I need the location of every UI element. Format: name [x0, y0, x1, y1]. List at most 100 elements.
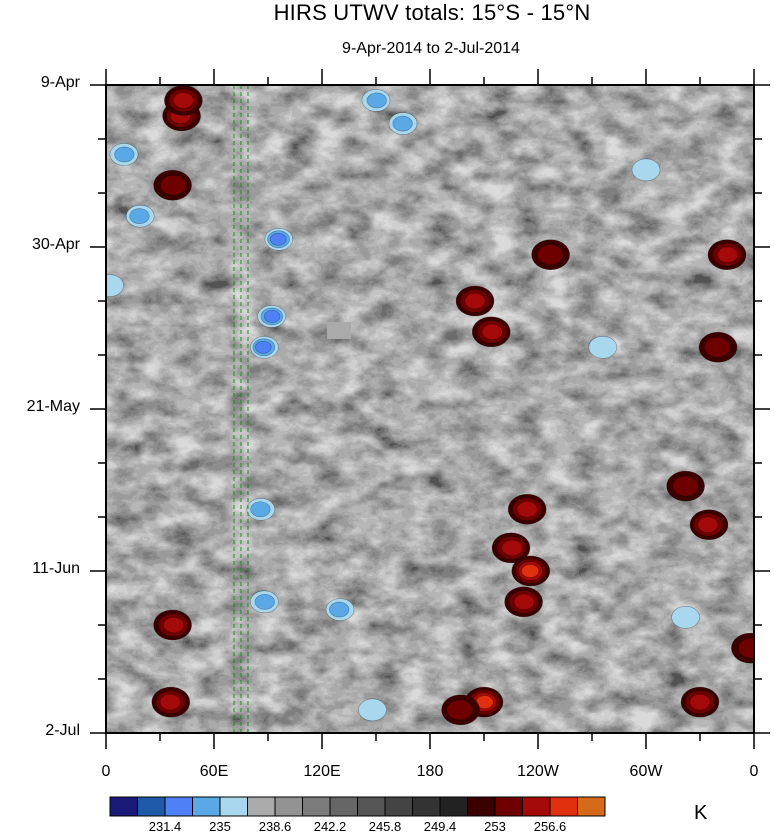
anomaly-contour	[717, 246, 738, 263]
colorbar-swatch	[302, 796, 331, 817]
anomaly-contour	[159, 694, 181, 711]
x-tick-label: 60W	[629, 763, 663, 780]
cold-anomaly	[246, 497, 276, 521]
colorbar-swatch	[219, 796, 248, 817]
cold-anomaly	[325, 598, 355, 621]
colorbar-label: 238.6	[258, 819, 292, 834]
anomaly-contour	[255, 340, 272, 354]
colorbar-swatch	[522, 796, 551, 817]
warm-anomaly	[731, 632, 754, 664]
field-layer	[106, 85, 754, 733]
x-tick-label: 120E	[303, 763, 341, 780]
anomaly-contour	[537, 244, 564, 266]
chart-subtitle: 9-Apr-2014 to 2-Jul-2014	[342, 40, 520, 57]
colorbar-units: K	[694, 802, 708, 824]
warm-anomaly	[153, 609, 192, 641]
anomaly-contour	[270, 232, 287, 246]
colorbar-label: 249.4	[423, 819, 457, 834]
x-tick-label: 60E	[199, 763, 229, 780]
warm-anomaly	[511, 555, 551, 587]
feature-layer	[106, 85, 754, 726]
warm-anomaly	[441, 694, 480, 726]
warm-anomaly	[698, 331, 738, 363]
anomaly-contour	[163, 616, 185, 634]
colorbar-label: 235	[209, 819, 231, 834]
anomaly-contour	[672, 475, 699, 497]
anomaly-contour	[446, 699, 473, 721]
colorbar-label: 256.6	[533, 819, 567, 834]
colorbar-swatch	[439, 796, 468, 817]
chart-title: HIRS UTWV totals: 15°S - 15°N	[273, 0, 591, 25]
anomaly-contour	[254, 594, 275, 610]
cold-anomaly	[631, 158, 661, 182]
warm-anomaly	[455, 285, 495, 317]
cold-anomaly	[106, 274, 124, 297]
anomaly-contour	[263, 310, 281, 323]
colorbar-label: 231.4	[148, 819, 182, 834]
colorbar-swatch	[192, 796, 221, 817]
anomaly-contour	[366, 92, 387, 109]
cold-anomaly	[671, 605, 700, 629]
y-tick-label: 30-Apr	[31, 236, 80, 253]
x-tick-label: 120W	[517, 763, 559, 780]
anomaly-contour	[697, 516, 719, 533]
warm-anomaly	[471, 316, 511, 348]
field-background	[106, 85, 754, 733]
anomaly-contour	[358, 698, 387, 722]
cold-anomaly	[358, 698, 387, 722]
anomaly-contour	[516, 501, 538, 518]
anomaly-contour	[329, 601, 350, 618]
cold-anomaly	[588, 335, 618, 359]
x-tick-label: 180	[416, 763, 444, 780]
y-tick-label: 2-Jul	[45, 722, 80, 739]
anomaly-contour	[106, 274, 124, 297]
x-tick-label: 0	[101, 763, 111, 780]
cold-anomaly	[388, 112, 418, 135]
anomaly-contour	[521, 564, 540, 578]
colorbar-swatch	[109, 796, 138, 817]
anomaly-contour	[481, 323, 503, 340]
colorbar-swatch	[549, 796, 578, 817]
reference-lines	[233, 85, 249, 733]
warm-anomaly	[689, 509, 729, 541]
cold-anomaly	[109, 143, 139, 166]
anomaly-contour	[501, 539, 523, 556]
warm-anomaly	[507, 493, 547, 525]
cold-anomaly	[125, 204, 155, 228]
warm-anomaly	[491, 532, 531, 564]
y-tick-label: 11-Jun	[32, 560, 80, 577]
anomaly-contour	[588, 335, 618, 359]
anomaly-contour	[704, 336, 731, 358]
y-tick-label: 21-May	[26, 398, 80, 415]
y-tick-label: 9-Apr	[40, 74, 80, 91]
anomaly-contour	[250, 501, 271, 518]
anomaly-contour	[114, 146, 135, 163]
cold-anomaly	[250, 590, 279, 614]
colorbar-swatch	[384, 796, 413, 817]
anomaly-contour	[160, 174, 187, 196]
axis-ticks	[90, 69, 770, 749]
warm-anomaly	[504, 586, 543, 618]
x-tick-label: 0	[749, 763, 759, 780]
colorbar-label: 253	[484, 819, 506, 834]
colorbar-swatch	[357, 796, 386, 817]
colorbar-label: 242.2	[313, 819, 347, 834]
colorbar	[109, 796, 606, 817]
colorbar-swatch	[164, 796, 193, 817]
colorbar-swatch	[494, 796, 523, 817]
warm-anomaly	[531, 239, 570, 271]
cold-anomaly	[264, 227, 294, 251]
colorbar-swatch	[329, 796, 358, 817]
anomaly-contour	[172, 92, 194, 109]
anomaly-contour	[689, 694, 711, 711]
colorbar-swatch	[274, 796, 303, 817]
warm-anomaly	[164, 85, 203, 116]
anomaly-contour	[464, 292, 486, 310]
cold-anomaly	[361, 89, 391, 112]
warm-anomaly	[666, 470, 705, 502]
colorbar-swatch	[137, 796, 166, 817]
anomaly-contour	[631, 158, 661, 182]
cold-anomaly	[257, 305, 286, 328]
warm-anomaly	[680, 686, 720, 718]
